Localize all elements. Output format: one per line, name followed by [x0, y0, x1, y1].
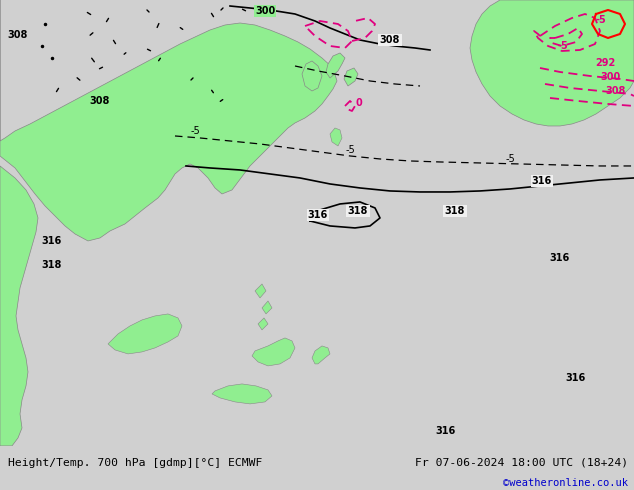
Text: 308: 308 — [8, 30, 28, 40]
Text: -5: -5 — [190, 126, 200, 136]
Text: 318: 318 — [42, 260, 62, 270]
Text: 316: 316 — [565, 373, 585, 383]
Text: 318: 318 — [445, 206, 465, 216]
Polygon shape — [262, 301, 272, 314]
Text: 292: 292 — [595, 58, 615, 68]
Text: 318: 318 — [348, 206, 368, 216]
Polygon shape — [108, 314, 182, 354]
Text: 300: 300 — [600, 72, 620, 82]
Polygon shape — [326, 53, 345, 78]
Polygon shape — [470, 0, 634, 126]
Polygon shape — [258, 318, 268, 330]
Text: 308: 308 — [90, 96, 110, 106]
Polygon shape — [330, 128, 342, 146]
Text: 308: 308 — [605, 86, 625, 96]
Text: 300: 300 — [255, 6, 275, 16]
Polygon shape — [212, 384, 272, 404]
Text: ©weatheronline.co.uk: ©weatheronline.co.uk — [503, 478, 628, 489]
Polygon shape — [344, 68, 358, 86]
Text: Fr 07-06-2024 18:00 UTC (18+24): Fr 07-06-2024 18:00 UTC (18+24) — [415, 458, 628, 467]
Text: 316: 316 — [532, 176, 552, 186]
Polygon shape — [312, 346, 330, 364]
Polygon shape — [302, 61, 322, 91]
Polygon shape — [255, 284, 266, 298]
Text: -5: -5 — [558, 41, 569, 51]
Text: 316: 316 — [308, 210, 328, 220]
Text: 0: 0 — [356, 98, 363, 108]
Text: -5: -5 — [596, 15, 607, 25]
Text: Height/Temp. 700 hPa [gdmp][°C] ECMWF: Height/Temp. 700 hPa [gdmp][°C] ECMWF — [8, 458, 262, 467]
Text: 316: 316 — [550, 253, 570, 263]
Polygon shape — [252, 338, 295, 366]
Text: 316: 316 — [435, 426, 455, 436]
Polygon shape — [0, 0, 337, 241]
Text: -5: -5 — [505, 154, 515, 164]
Text: 316: 316 — [42, 236, 62, 246]
Text: 308: 308 — [380, 35, 400, 45]
Polygon shape — [0, 166, 38, 446]
Text: -5: -5 — [345, 145, 355, 155]
